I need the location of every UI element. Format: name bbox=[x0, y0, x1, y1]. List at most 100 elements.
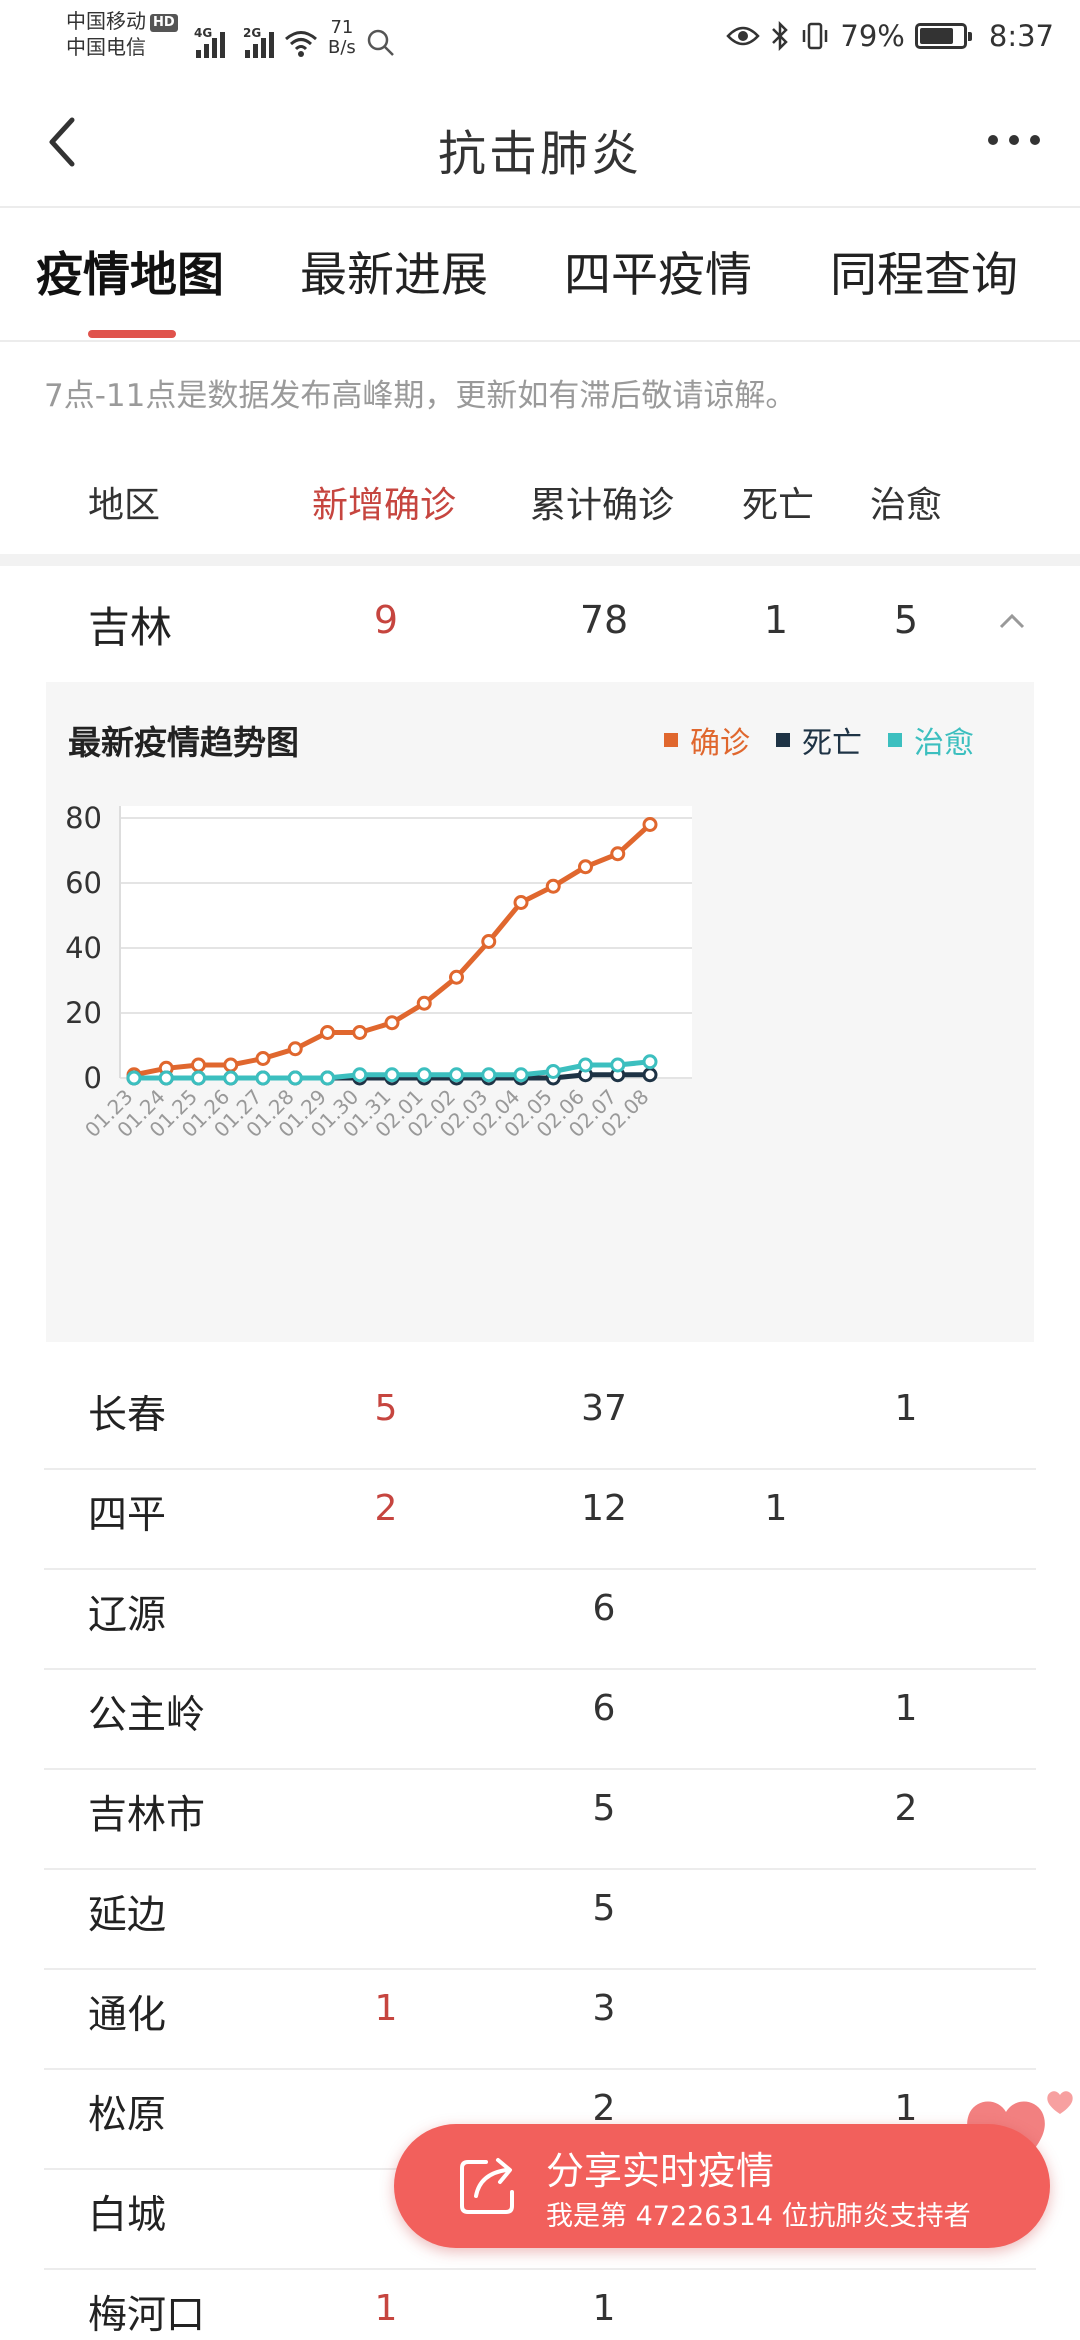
tab-epidemic-map[interactable]: 疫情地图 bbox=[36, 248, 224, 303]
data-point-0 bbox=[416, 995, 432, 1011]
tab-siping-epidemic[interactable]: 四平疫情 bbox=[564, 248, 752, 303]
data-point-2 bbox=[384, 1067, 400, 1083]
data-point-2 bbox=[287, 1070, 303, 1086]
data-point-2 bbox=[158, 1070, 174, 1086]
legend-label-cured: 治愈 bbox=[914, 726, 974, 761]
cell-new-confirmed: 1 bbox=[374, 1988, 398, 2029]
data-point-0 bbox=[352, 1025, 368, 1040]
more-button[interactable] bbox=[976, 118, 1052, 162]
data-point-2 bbox=[578, 1057, 593, 1073]
cell-region: 白城 bbox=[88, 2193, 167, 2238]
more-dots-icon bbox=[988, 135, 998, 145]
status-right: 79% 8:37 bbox=[726, 14, 1054, 58]
province-total-confirmed: 78 bbox=[579, 598, 629, 642]
nav-bar: 抗击肺炎 bbox=[0, 78, 1080, 208]
cell-deaths: 1 bbox=[764, 1488, 788, 1529]
cell-total-confirmed: 5 bbox=[592, 1788, 616, 1829]
data-point-0 bbox=[287, 1041, 303, 1057]
header-cured: 治愈 bbox=[870, 485, 943, 526]
signal-1-label: 4G bbox=[194, 26, 213, 40]
province-deaths: 1 bbox=[763, 598, 789, 642]
tab-latest-progress[interactable]: 最新进展 bbox=[300, 248, 488, 303]
row-divider bbox=[44, 1568, 1036, 1570]
header-total-confirmed: 累计确诊 bbox=[530, 485, 675, 526]
data-point-2 bbox=[191, 1070, 206, 1086]
share-subtitle: 我是第 47226314 位抗肺炎支持者 bbox=[546, 2201, 971, 2232]
vibrate-icon bbox=[803, 22, 828, 50]
back-button[interactable] bbox=[36, 104, 96, 180]
data-point-0 bbox=[223, 1057, 239, 1073]
data-point-0 bbox=[255, 1051, 271, 1066]
data-point-0 bbox=[513, 895, 529, 910]
data-point-2 bbox=[642, 1054, 658, 1070]
trend-chart-card: 最新疫情趋势图 确诊 死亡 治愈 0 20 40 60 80 01.23 01.24 01.2… bbox=[46, 682, 1034, 1342]
header-divider bbox=[0, 554, 1080, 566]
data-point-2 bbox=[449, 1067, 464, 1083]
signal-4g-icon: 4G bbox=[194, 26, 225, 58]
province-cured: 5 bbox=[893, 598, 919, 642]
y-tick-label: 60 bbox=[65, 866, 102, 900]
cell-total-confirmed: 6 bbox=[592, 1688, 616, 1729]
data-point-2 bbox=[416, 1067, 432, 1083]
share-realtime-button[interactable]: 分享实时疫情 我是第 47226314 位抗肺炎支持者 bbox=[394, 2124, 1050, 2248]
clock: 8:37 bbox=[988, 19, 1054, 53]
bluetooth-icon bbox=[772, 21, 789, 51]
data-point-0 bbox=[610, 846, 626, 862]
data-point-0 bbox=[384, 1015, 400, 1031]
cell-region: 辽源 bbox=[88, 1593, 167, 1638]
collapse-chevron-up-icon[interactable] bbox=[998, 612, 1026, 630]
trend-line-chart: 02040608001.2301.2401.2501.2601.2701.280… bbox=[65, 801, 692, 1142]
share-icon bbox=[460, 2158, 514, 2214]
chevron-left-icon bbox=[49, 117, 75, 167]
cell-region: 吉林市 bbox=[88, 1793, 206, 1838]
legend-item-confirmed: 确诊 bbox=[664, 718, 750, 762]
legend-swatch-deaths bbox=[776, 733, 790, 747]
row-divider bbox=[44, 2068, 1036, 2070]
update-notice: 7点-11点是数据发布高峰期，更新如有滞后敬请谅解。 bbox=[44, 378, 797, 414]
cell-total-confirmed: 6 bbox=[592, 1588, 616, 1629]
cell-new-confirmed: 5 bbox=[374, 1388, 398, 1429]
legend-item-deaths: 死亡 bbox=[776, 718, 862, 762]
y-tick-label: 0 bbox=[84, 1061, 102, 1095]
y-tick-label: 80 bbox=[65, 801, 102, 835]
tab-trip-query[interactable]: 同程查询 bbox=[830, 248, 1018, 303]
data-point-0 bbox=[481, 934, 497, 949]
cell-total-confirmed: 3 bbox=[592, 1988, 616, 2029]
carrier-1-label: 中国移动 bbox=[66, 9, 146, 33]
wifi-icon bbox=[285, 31, 317, 57]
eye-icon bbox=[726, 26, 761, 46]
cell-cured: 1 bbox=[894, 1688, 918, 1729]
cell-cured: 1 bbox=[894, 2088, 918, 2129]
carrier-2: 中国电信 bbox=[66, 35, 146, 59]
row-divider bbox=[44, 1868, 1036, 1870]
data-point-0 bbox=[320, 1025, 335, 1040]
carrier-1: 中国移动 HD bbox=[66, 8, 178, 34]
data-point-0 bbox=[578, 859, 593, 875]
legend-label-confirmed: 确诊 bbox=[690, 726, 750, 761]
data-point-0 bbox=[449, 969, 464, 985]
province-new-confirmed: 9 bbox=[373, 598, 399, 642]
network-icons: 4G 2G 71 B/s bbox=[194, 12, 396, 58]
net-speed-value: 71 bbox=[330, 17, 354, 38]
cell-region: 松原 bbox=[88, 2093, 167, 2138]
legend-swatch-confirmed bbox=[664, 733, 678, 747]
data-point-2 bbox=[610, 1057, 626, 1073]
data-point-2 bbox=[320, 1070, 335, 1086]
legend-swatch-cured bbox=[888, 733, 902, 747]
row-divider bbox=[44, 1468, 1036, 1470]
hd-badge: HD bbox=[150, 14, 178, 32]
active-tab-indicator bbox=[88, 330, 176, 338]
header-new-confirmed: 新增确诊 bbox=[312, 485, 457, 526]
y-tick-label: 20 bbox=[65, 996, 102, 1030]
cell-total-confirmed: 2 bbox=[592, 2088, 616, 2129]
signal-2g-icon: 2G bbox=[243, 26, 274, 58]
data-point-1 bbox=[642, 1067, 658, 1083]
data-point-2 bbox=[352, 1067, 368, 1083]
cell-region: 梅河口 bbox=[88, 2293, 206, 2338]
status-bar: 中国移动 HD 中国电信 4G 2G 71 B/s bbox=[0, 0, 1080, 78]
data-point-0 bbox=[191, 1057, 206, 1073]
battery-percent: 79% bbox=[840, 19, 905, 53]
cell-total-confirmed: 1 bbox=[592, 2288, 616, 2329]
data-point-0 bbox=[642, 817, 658, 832]
data-point-2 bbox=[513, 1067, 529, 1083]
